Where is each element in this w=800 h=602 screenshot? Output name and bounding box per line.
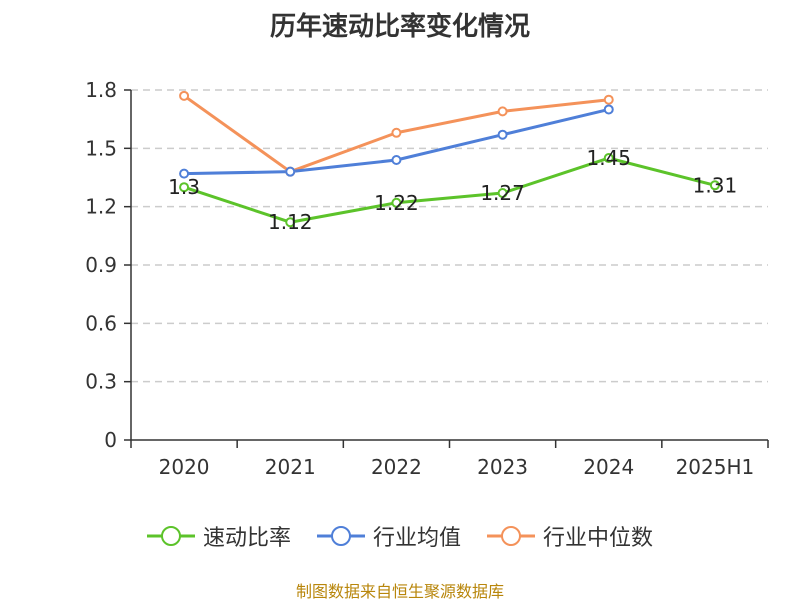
data-point-2[interactable]: [603, 94, 614, 105]
data-label: 1.12: [268, 210, 313, 234]
x-tick-label: 2021: [265, 455, 316, 479]
legend-label-quick-ratio: 速动比率: [202, 526, 291, 551]
y-tick-label: 0.3: [85, 370, 117, 394]
legend-item-industry-median[interactable]: 行业中位数: [487, 520, 653, 552]
chart-title: 历年速动比率变化情况: [269, 12, 530, 42]
line-chart: 0 0.3 0.6 0.9 1.2 1.5 1.8 2020 2021 2022 2023 2024…: [85, 78, 769, 479]
y-axis: 0 0.3 0.6 0.9 1.2 1.5 1.8: [85, 78, 132, 452]
data-point-1[interactable]: [497, 129, 508, 140]
data-point-2[interactable]: [497, 106, 508, 117]
legend-label-industry-mean: 行业均值: [372, 526, 461, 551]
x-tick-label: 2022: [371, 455, 422, 479]
data-point-0[interactable]: [709, 180, 720, 191]
data-label: 1.3: [168, 175, 200, 199]
data-point-0[interactable]: [285, 217, 296, 228]
data-label: 1.31: [693, 173, 738, 197]
legend-item-industry-mean[interactable]: 行业均值: [316, 520, 461, 552]
data-label: 1.22: [374, 191, 419, 215]
x-tick-label: 2020: [159, 455, 210, 479]
grid-lines: [131, 89, 768, 383]
series-line-0: [183, 156, 716, 224]
data-labels: 1.3 1.12 1.22 1.27 1.45 1.31: [168, 146, 737, 234]
data-label: 1.27: [480, 181, 525, 205]
data-point-2[interactable]: [391, 127, 402, 138]
source-note: 制图数据来自恒生聚源数据库: [295, 582, 504, 601]
data-point-1[interactable]: [179, 168, 190, 179]
legend-swatch-industry-median: [487, 526, 535, 546]
y-tick-label: 1.5: [85, 136, 117, 160]
y-tick-label: 0: [104, 428, 117, 452]
x-tick-label: 2024: [583, 455, 634, 479]
legend-label-industry-median: 行业中位数: [543, 526, 654, 551]
data-label: 1.45: [586, 146, 631, 170]
data-point-0[interactable]: [603, 153, 614, 164]
legend-swatch-quick-ratio: [146, 526, 195, 546]
data-point-1[interactable]: [391, 155, 402, 165]
y-tick-label: 0.6: [85, 311, 117, 335]
legend: 速动比率 行业均值 行业中位数: [0, 520, 800, 552]
x-axis: 2020 2021 2022 2023 2024 2025H1: [130, 439, 769, 479]
x-tick-label: 2025H1: [676, 455, 755, 479]
data-point-1[interactable]: [285, 166, 296, 177]
series-points: [179, 90, 720, 228]
legend-item-quick-ratio[interactable]: 速动比率: [146, 520, 291, 552]
data-point-2[interactable]: [179, 90, 190, 101]
x-tick-label: 2023: [477, 455, 528, 479]
data-point-0[interactable]: [179, 182, 190, 193]
data-point-1[interactable]: [603, 104, 614, 115]
y-tick-label: 1.2: [85, 195, 117, 219]
y-tick-label: 0.9: [85, 253, 117, 277]
y-tick-label: 1.8: [85, 78, 117, 102]
data-point-0[interactable]: [391, 197, 402, 208]
data-point-0[interactable]: [497, 188, 508, 199]
series-lines: [183, 94, 716, 224]
legend-swatch-industry-mean: [316, 526, 365, 546]
